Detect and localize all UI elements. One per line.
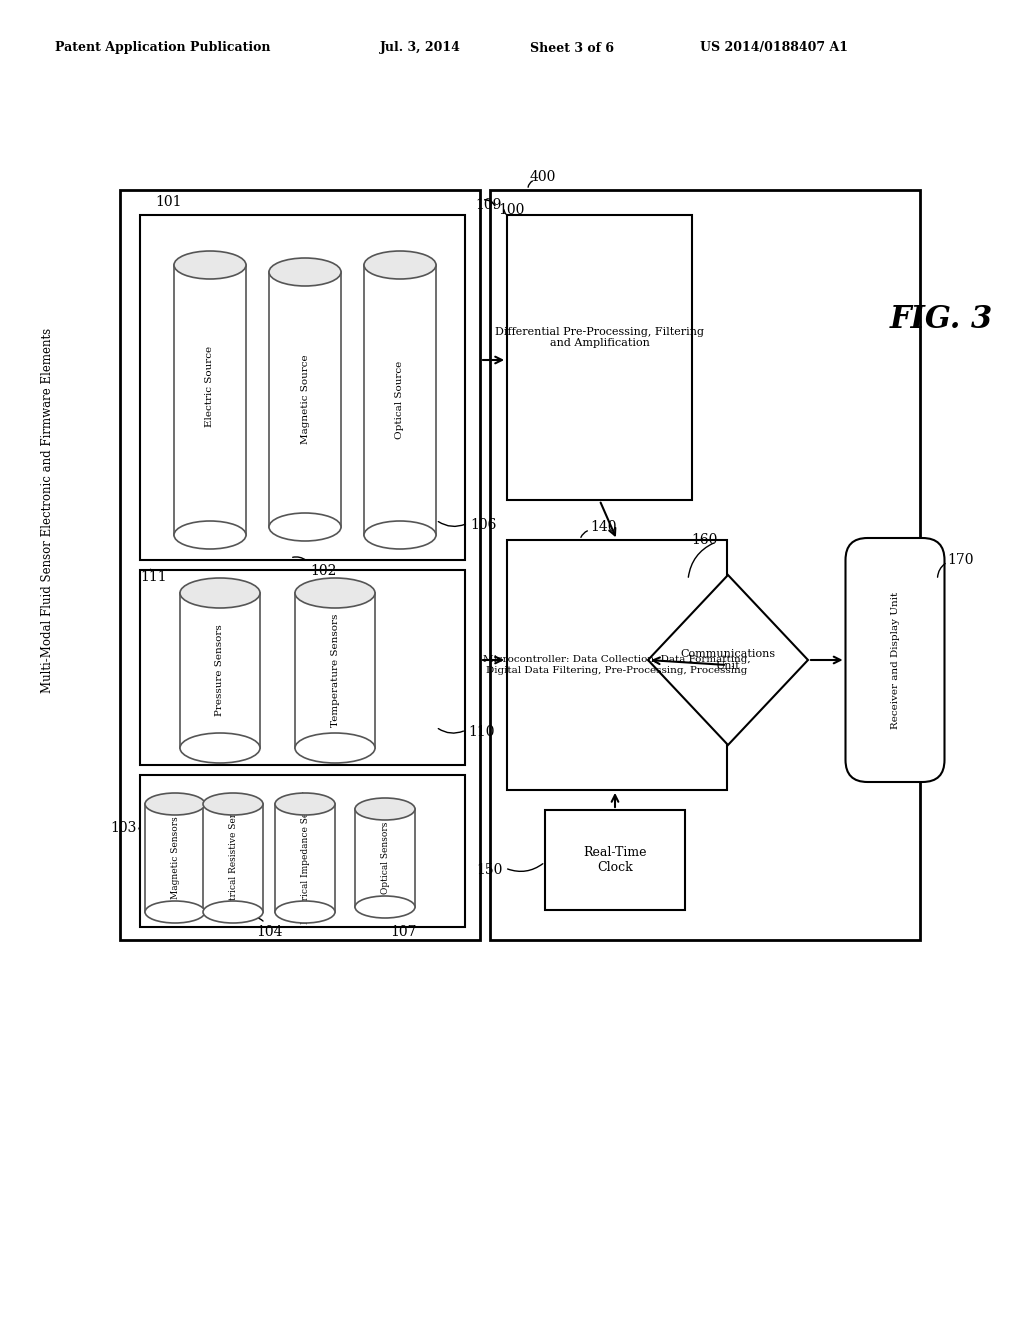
Bar (490, 190, 920, 940)
Bar (269, 272, 341, 527)
Ellipse shape (203, 793, 263, 814)
Text: Optical Sensors: Optical Sensors (381, 822, 389, 894)
Text: 110: 110 (468, 725, 495, 739)
Text: Differential Pre-Processing, Filtering
and Amplification: Differential Pre-Processing, Filtering a… (495, 327, 705, 348)
Ellipse shape (364, 251, 436, 279)
Ellipse shape (275, 902, 335, 923)
Ellipse shape (295, 733, 375, 763)
Text: Real-Time
Clock: Real-Time Clock (584, 846, 647, 874)
Text: 160: 160 (691, 533, 718, 546)
FancyBboxPatch shape (846, 539, 944, 781)
Text: Receiver and Display Unit: Receiver and Display Unit (891, 591, 899, 729)
Text: 103: 103 (111, 821, 137, 836)
Ellipse shape (355, 799, 415, 820)
Text: 107: 107 (390, 925, 417, 939)
Ellipse shape (269, 257, 341, 286)
Bar (140, 215, 465, 560)
Text: 400: 400 (530, 170, 556, 183)
Ellipse shape (203, 902, 263, 923)
Text: 101: 101 (155, 195, 181, 209)
Bar (140, 775, 465, 927)
Text: Magnetic Sensors: Magnetic Sensors (171, 817, 179, 899)
Ellipse shape (180, 578, 260, 609)
Text: 111: 111 (140, 570, 167, 583)
Text: Temperature Sensors: Temperature Sensors (331, 614, 340, 727)
Text: 109: 109 (475, 198, 502, 213)
Text: Sheet 3 of 6: Sheet 3 of 6 (530, 41, 614, 54)
Bar (355, 809, 415, 907)
Text: Jul. 3, 2014: Jul. 3, 2014 (380, 41, 461, 54)
Text: Patent Application Publication: Patent Application Publication (55, 41, 270, 54)
Ellipse shape (180, 733, 260, 763)
Ellipse shape (269, 513, 341, 541)
Bar (180, 593, 260, 748)
Ellipse shape (145, 902, 205, 923)
Bar (275, 804, 335, 912)
Bar (295, 593, 375, 748)
Bar (203, 804, 263, 912)
Text: 102: 102 (310, 564, 336, 578)
Bar (507, 215, 692, 500)
Ellipse shape (145, 793, 205, 814)
Text: Magnetic Source: Magnetic Source (300, 355, 309, 445)
Ellipse shape (295, 578, 375, 609)
Text: US 2014/0188407 A1: US 2014/0188407 A1 (700, 41, 848, 54)
Bar (145, 804, 205, 912)
Text: 170: 170 (947, 553, 974, 568)
Text: 150: 150 (476, 863, 503, 876)
Ellipse shape (174, 521, 246, 549)
Text: 106: 106 (470, 517, 497, 532)
Ellipse shape (275, 793, 335, 814)
Text: Multi-Modal Fluid Sensor Electronic and Firmware Elements: Multi-Modal Fluid Sensor Electronic and … (42, 327, 54, 693)
Text: Electrical Impedance Sensor: Electrical Impedance Sensor (300, 792, 309, 924)
Text: 100: 100 (498, 203, 524, 216)
Text: Electric Source: Electric Source (206, 346, 214, 426)
Bar (140, 570, 465, 766)
Ellipse shape (174, 251, 246, 279)
Polygon shape (648, 576, 808, 744)
Text: Communications
Unit: Communications Unit (680, 649, 775, 671)
Text: Electrical Resistive Sensor: Electrical Resistive Sensor (228, 796, 238, 920)
Bar (507, 540, 727, 789)
Text: FIG. 3: FIG. 3 (890, 305, 993, 335)
Bar (364, 265, 436, 535)
Text: Microcontroller: Data Collection, Data Formatting,
Digital Data Filtering, Pre-P: Microcontroller: Data Collection, Data F… (483, 655, 751, 675)
Text: 104: 104 (257, 925, 284, 939)
Ellipse shape (364, 521, 436, 549)
Ellipse shape (355, 896, 415, 917)
Text: Optical Source: Optical Source (395, 360, 404, 440)
Text: Pressure Sensors: Pressure Sensors (215, 624, 224, 717)
Bar (174, 265, 246, 535)
Text: 140: 140 (590, 520, 616, 535)
Bar (545, 810, 685, 909)
Bar (120, 190, 480, 940)
